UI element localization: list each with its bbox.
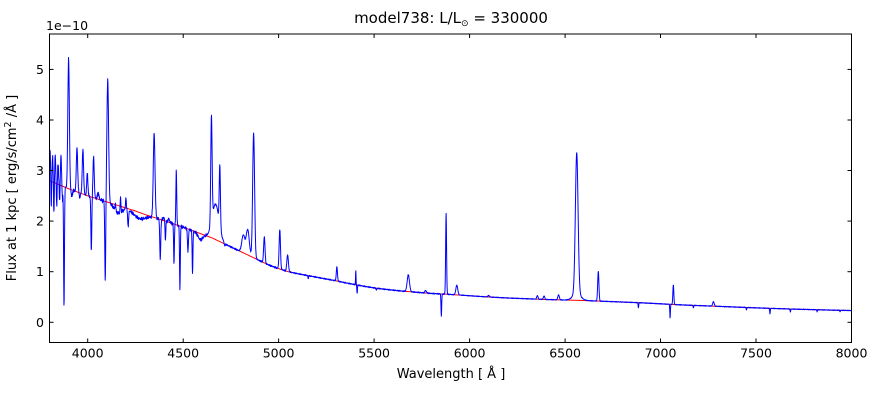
x-tick-label: 5500 (358, 346, 390, 361)
plot-frame (49, 33, 852, 343)
y-tick-label: 2 (36, 214, 44, 229)
y-axis-label: Flux at 1 kpc [ erg/s/cm2 /Å ] (3, 95, 20, 281)
x-tick-label: 8000 (836, 346, 868, 361)
y-axis-offset-label: 1e−10 (46, 18, 89, 33)
chart-title-value: = 330000 (468, 9, 548, 27)
y-tick-label: 3 (36, 163, 44, 178)
y-tick-label: 1 (36, 264, 44, 279)
y-tick-label: 5 (36, 62, 44, 77)
y-axis-label-superscript: 2 (3, 121, 14, 127)
x-tick-label: 6500 (549, 346, 581, 361)
x-tick-label: 7500 (740, 346, 772, 361)
continuum-line (49, 180, 852, 312)
y-tick-label: 4 (36, 113, 44, 128)
spectrum-line (49, 56, 852, 319)
x-tick-label: 5000 (263, 346, 295, 361)
x-axis-label: Wavelength [ Å ] (396, 367, 506, 382)
x-tick-label: 7000 (645, 346, 677, 361)
y-axis-label-units: /Å ] (4, 95, 20, 122)
y-tick-label: 0 (36, 315, 44, 330)
x-tick-label: 4500 (167, 346, 199, 361)
y-axis-label-text: Flux at 1 kpc [ erg/s/cm (5, 127, 20, 281)
sun-symbol: ⊙ (461, 19, 469, 29)
x-tick-label: 4000 (72, 346, 104, 361)
chart-title-text: model738: L/L (354, 9, 461, 27)
chart-title: model738: L/L⊙ = 330000 (50, 9, 852, 34)
x-tick-label: 6000 (454, 346, 486, 361)
